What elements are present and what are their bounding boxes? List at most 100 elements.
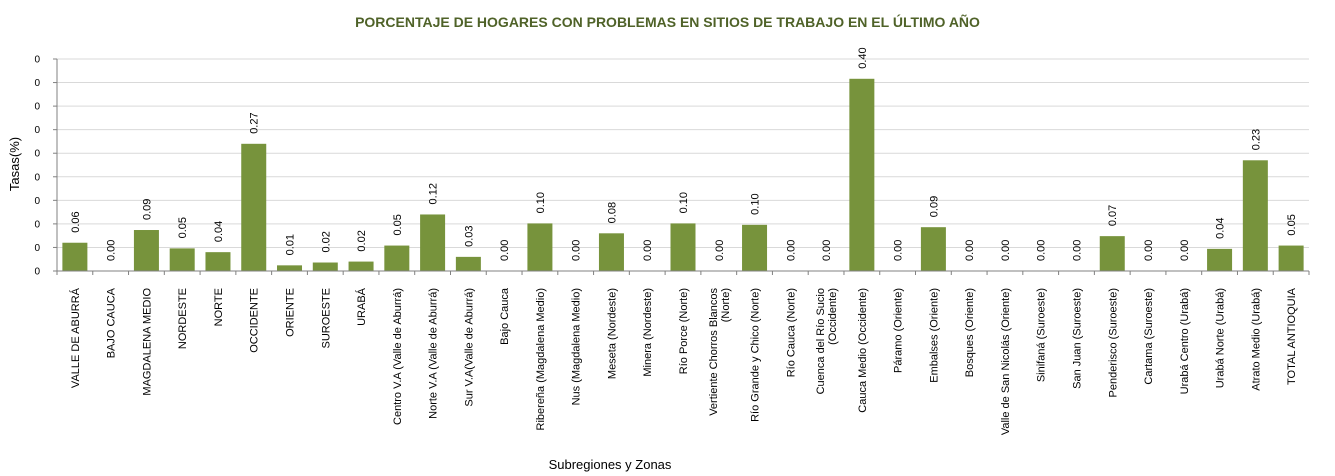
- data-label: 0.00: [1071, 240, 1083, 261]
- data-label: 0.05: [177, 217, 189, 238]
- bar: [527, 223, 553, 271]
- data-label: 0.06: [70, 211, 82, 232]
- bar: [742, 224, 768, 271]
- y-axis-ticks: 0 0 0 0 0 0 0 0 0 0: [34, 55, 57, 278]
- data-label: 0.00: [106, 240, 118, 261]
- y-tick-label: 0: [34, 78, 40, 89]
- y-tick-label: 0: [34, 55, 40, 66]
- category-label-line: Páramo (Oriente): [893, 288, 905, 373]
- bars: [62, 78, 1304, 271]
- category-label: MAGDALENA MEDIO: [141, 288, 153, 396]
- category-label-line: Sinifaná (Suroeste): [1036, 288, 1048, 382]
- category-label-line: Urabá Centro (Urabá): [1179, 288, 1191, 394]
- category-label-line: Río Grande y Chico (Norte): [750, 288, 762, 422]
- category-label: Urabá Norte (Urabá): [1215, 288, 1227, 388]
- category-label-line: TOTAL ANTIOQUIA: [1286, 287, 1298, 385]
- data-label: 0.03: [463, 225, 475, 246]
- category-label: San Juan (Suroeste): [1071, 288, 1083, 389]
- bar: [133, 230, 159, 271]
- category-label-line: Urabá Norte (Urabá): [1215, 288, 1227, 388]
- data-label: 0.00: [1000, 240, 1012, 261]
- category-label: Norte V.A (Valle de Aburrá): [428, 288, 440, 419]
- category-label-line: Vertiente Chorros Blancos: [708, 288, 720, 416]
- category-label-line: Río Cauca (Norte): [785, 288, 797, 377]
- category-label-line: Valle de San Nicolás (Oriente): [1000, 288, 1012, 435]
- category-label: Meseta (Nordeste): [606, 288, 618, 379]
- data-label: 0.10: [750, 193, 762, 214]
- data-label: 0.00: [964, 240, 976, 261]
- data-label: 0.05: [392, 214, 404, 235]
- bar: [312, 262, 338, 271]
- data-label: 0.12: [428, 183, 440, 204]
- bar: [348, 261, 374, 271]
- category-label-line: Río Porce (Norte): [678, 288, 690, 374]
- category-label-line: Bajo Cauca: [499, 287, 511, 345]
- data-label: 0.00: [1179, 240, 1191, 261]
- category-label: Cauca Medio (Occidente): [857, 288, 869, 413]
- category-label: URABÁ: [355, 287, 368, 326]
- data-label: 0.00: [1143, 240, 1155, 261]
- data-label: 0.02: [320, 231, 332, 252]
- data-label: 0.40: [857, 47, 869, 68]
- data-label: 0.00: [1036, 240, 1048, 261]
- bar: [1278, 245, 1304, 271]
- data-labels: 0.06 0.00 0.09 0.05 0.04 0.27 0.01 0.02 0.02 0.05…: [70, 47, 1298, 261]
- category-label: Bajo Cauca: [499, 287, 511, 345]
- category-label: Río Cauca (Norte): [785, 288, 797, 377]
- data-label: 0.04: [213, 221, 225, 242]
- category-label: Sur V.A(Valle de Aburrá): [463, 288, 475, 407]
- category-label-line: Atrato Medio (Urabá): [1250, 288, 1262, 391]
- data-label: 0.00: [642, 240, 654, 261]
- category-label: Ribereña (Magdalena Medio): [535, 288, 547, 430]
- category-label-line: MAGDALENA MEDIO: [141, 288, 153, 396]
- data-label: 0.00: [785, 240, 797, 261]
- category-label-line: Bosques (Oriente): [964, 288, 976, 377]
- y-tick-label: 0: [34, 125, 40, 136]
- data-label: 0.08: [606, 202, 618, 223]
- y-tick-label: 0: [34, 172, 40, 183]
- x-axis-title: Subregiones y Zonas: [549, 457, 672, 472]
- category-label-line: ORIENTE: [285, 288, 297, 337]
- data-label: 0.27: [249, 112, 261, 133]
- bar: [205, 252, 231, 271]
- category-label: Minera (Nordeste): [642, 288, 654, 377]
- category-label: ORIENTE: [285, 288, 297, 337]
- y-tick-label: 0: [34, 149, 40, 160]
- category-label-line: San Juan (Suroeste): [1071, 288, 1083, 389]
- y-tick-label: 0: [34, 102, 40, 113]
- data-label: 0.01: [285, 234, 297, 255]
- data-label: 0.00: [499, 240, 511, 261]
- bar: [849, 78, 875, 271]
- data-label: 0.00: [714, 240, 726, 261]
- category-label: Bosques (Oriente): [964, 288, 976, 377]
- category-label: NORTE: [213, 288, 225, 326]
- bar: [920, 227, 946, 271]
- category-label: Páramo (Oriente): [893, 288, 905, 373]
- category-label-line: (Occidente): [827, 288, 839, 345]
- category-label: Sinifaná (Suroeste): [1036, 288, 1048, 382]
- category-label-line: URABÁ: [355, 287, 368, 326]
- data-label: 0.00: [893, 240, 905, 261]
- bar: [455, 256, 481, 271]
- category-label-line: NORDESTE: [177, 288, 189, 349]
- category-label: Embalses (Oriente): [928, 288, 940, 383]
- bar: [1242, 160, 1268, 271]
- category-label: NORDESTE: [177, 288, 189, 349]
- data-label: 0.00: [571, 240, 583, 261]
- bar: [1207, 248, 1233, 271]
- category-label-line: Cartama (Suroeste): [1143, 288, 1155, 385]
- axes: [56, 59, 1309, 272]
- y-tick-label: 0: [34, 267, 40, 278]
- category-label: Río Grande y Chico (Norte): [750, 288, 762, 422]
- data-label: 0.07: [1107, 205, 1119, 226]
- data-label: 0.05: [1286, 214, 1298, 235]
- data-label: 0.10: [678, 192, 690, 213]
- category-label: BAJO CAUCA: [106, 287, 118, 358]
- category-label: Atrato Medio (Urabá): [1250, 288, 1262, 391]
- category-label: TOTAL ANTIOQUIA: [1286, 287, 1298, 385]
- category-label-line: OCCIDENTE: [249, 288, 261, 353]
- data-label: 0.00: [821, 240, 833, 261]
- bar: [384, 245, 410, 271]
- data-label: 0.10: [535, 192, 547, 213]
- category-label: Cuenca del Río Sucio (Occidente): [815, 288, 839, 394]
